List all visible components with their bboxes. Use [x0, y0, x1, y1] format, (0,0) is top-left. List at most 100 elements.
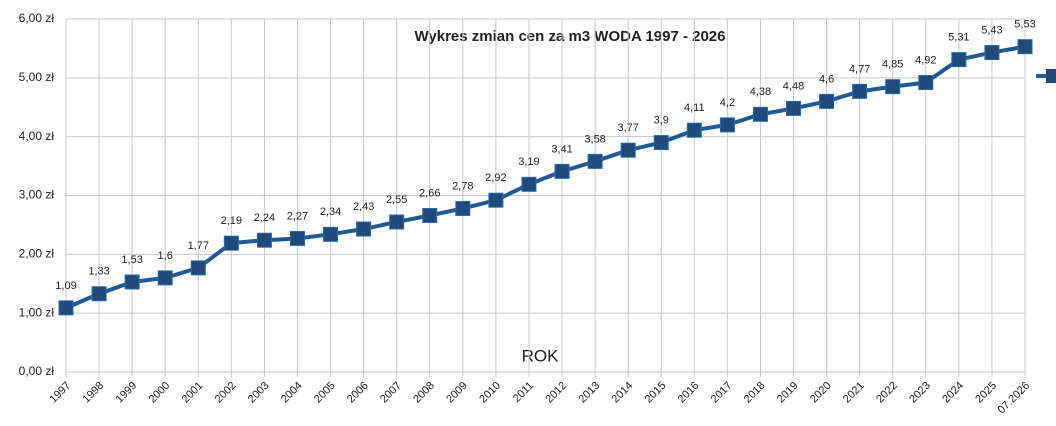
x-tick-label: 2020	[808, 380, 834, 406]
point-marker	[752, 106, 768, 122]
grid	[65, 18, 1026, 377]
x-tick-label: 2016	[676, 380, 702, 406]
x-tick-label: 2013	[576, 380, 602, 406]
point-marker	[190, 260, 206, 276]
data-label: 3,58	[584, 133, 605, 145]
point-marker	[786, 100, 802, 116]
x-tick-label: 2023	[907, 380, 933, 406]
x-axis-label: ROK	[522, 346, 560, 365]
data-label: 5,31	[948, 32, 969, 44]
data-label: 4,77	[849, 63, 870, 75]
point-marker	[521, 176, 537, 192]
point-marker	[554, 163, 570, 179]
data-label: 4,11	[684, 102, 705, 114]
x-tick-label: 2006	[345, 380, 371, 406]
point-marker	[620, 142, 636, 158]
x-tick-label: 1998	[80, 380, 106, 406]
point-marker	[223, 235, 239, 251]
x-tick-label: 2007	[378, 380, 404, 406]
x-tick-label: 2022	[874, 380, 900, 406]
point-marker	[389, 214, 405, 230]
data-label: 1,53	[121, 254, 142, 266]
y-tick-label: 0,00 zł	[19, 364, 55, 378]
legend-marker	[1046, 69, 1056, 83]
point-marker	[157, 270, 173, 286]
data-label: 3,9	[654, 114, 669, 126]
point-marker	[256, 232, 272, 248]
data-label: 3,41	[551, 143, 572, 155]
x-tick-label: 2005	[312, 380, 338, 406]
data-label: 1,33	[88, 266, 109, 278]
data-label: 1,09	[55, 280, 76, 292]
x-tick-label: 2003	[246, 380, 272, 406]
point-marker	[58, 300, 74, 316]
point-marker	[984, 45, 1000, 61]
data-label: 2,19	[221, 215, 242, 227]
data-label: 2,92	[485, 172, 506, 184]
x-tick-label: 07.2026	[996, 380, 1033, 417]
data-label: 2,34	[320, 206, 341, 218]
y-tick-label: 2,00 zł	[19, 247, 55, 261]
x-tick-label: 2000	[147, 380, 173, 406]
x-tick-label: 2018	[742, 380, 768, 406]
data-label: 2,24	[254, 212, 275, 224]
y-tick-label: 1,00 zł	[19, 305, 55, 319]
x-tick-label: 2021	[841, 380, 867, 406]
data-label: 3,77	[617, 122, 638, 134]
x-tick-label: 2017	[709, 380, 735, 406]
series-line	[65, 44, 1026, 310]
x-tick-label: 2009	[444, 380, 470, 406]
data-label: 4,6	[819, 73, 834, 85]
point-marker	[455, 200, 471, 216]
point-marker	[124, 274, 140, 290]
data-label: 4,38	[750, 86, 771, 98]
data-label: 4,85	[882, 59, 903, 71]
data-label: 4,2	[720, 97, 735, 109]
data-label: 4,48	[783, 80, 804, 92]
data-label: 2,55	[386, 194, 407, 206]
point-marker	[1017, 39, 1033, 55]
data-label: 5,53	[1014, 19, 1035, 31]
point-marker	[422, 208, 438, 224]
data-label: 4,92	[915, 54, 936, 66]
x-tick-label: 2025	[973, 380, 999, 406]
chart-title: Wykres zmian cen za m3 WODA 1997 - 2026	[415, 28, 726, 45]
point-marker	[885, 79, 901, 95]
data-label: 2,43	[353, 201, 374, 213]
data-label: 2,27	[287, 210, 308, 222]
point-marker	[686, 122, 702, 138]
data-label: 1,6	[158, 250, 173, 262]
point-marker	[951, 52, 967, 68]
x-tick-label: 2008	[411, 380, 437, 406]
x-tick-label: 2012	[543, 380, 569, 406]
x-tick-label: 2011	[511, 380, 536, 405]
data-label: 2,78	[452, 180, 473, 192]
x-tick-label: 2014	[610, 380, 636, 406]
point-marker	[323, 226, 339, 242]
point-marker	[587, 153, 603, 169]
y-tick-label: 5,00 zł	[19, 70, 55, 84]
point-marker	[653, 135, 669, 151]
point-marker	[289, 230, 305, 246]
point-marker	[488, 192, 504, 208]
point-marker	[356, 221, 372, 237]
point-marker	[719, 117, 735, 133]
y-tick-label: 6,00 zł	[19, 11, 55, 25]
x-tick-label: 2024	[940, 380, 966, 406]
x-tick-label: 2004	[279, 380, 305, 406]
x-tick-label: 2015	[643, 380, 669, 406]
point-marker	[91, 286, 107, 302]
y-tick-label: 3,00 zł	[19, 188, 55, 202]
data-label: 1,77	[188, 240, 209, 252]
y-tick-label: 4,00 zł	[19, 129, 55, 143]
x-tick-label: 1997	[47, 380, 73, 406]
point-marker	[819, 93, 835, 109]
point-marker	[918, 75, 934, 91]
data-label: 3,19	[518, 156, 539, 168]
x-tick-label: 2019	[775, 380, 801, 406]
point-marker	[852, 83, 868, 99]
data-label: 2,66	[419, 187, 440, 199]
x-tick-label: 2010	[477, 380, 503, 406]
x-tick-label: 1999	[114, 380, 140, 406]
